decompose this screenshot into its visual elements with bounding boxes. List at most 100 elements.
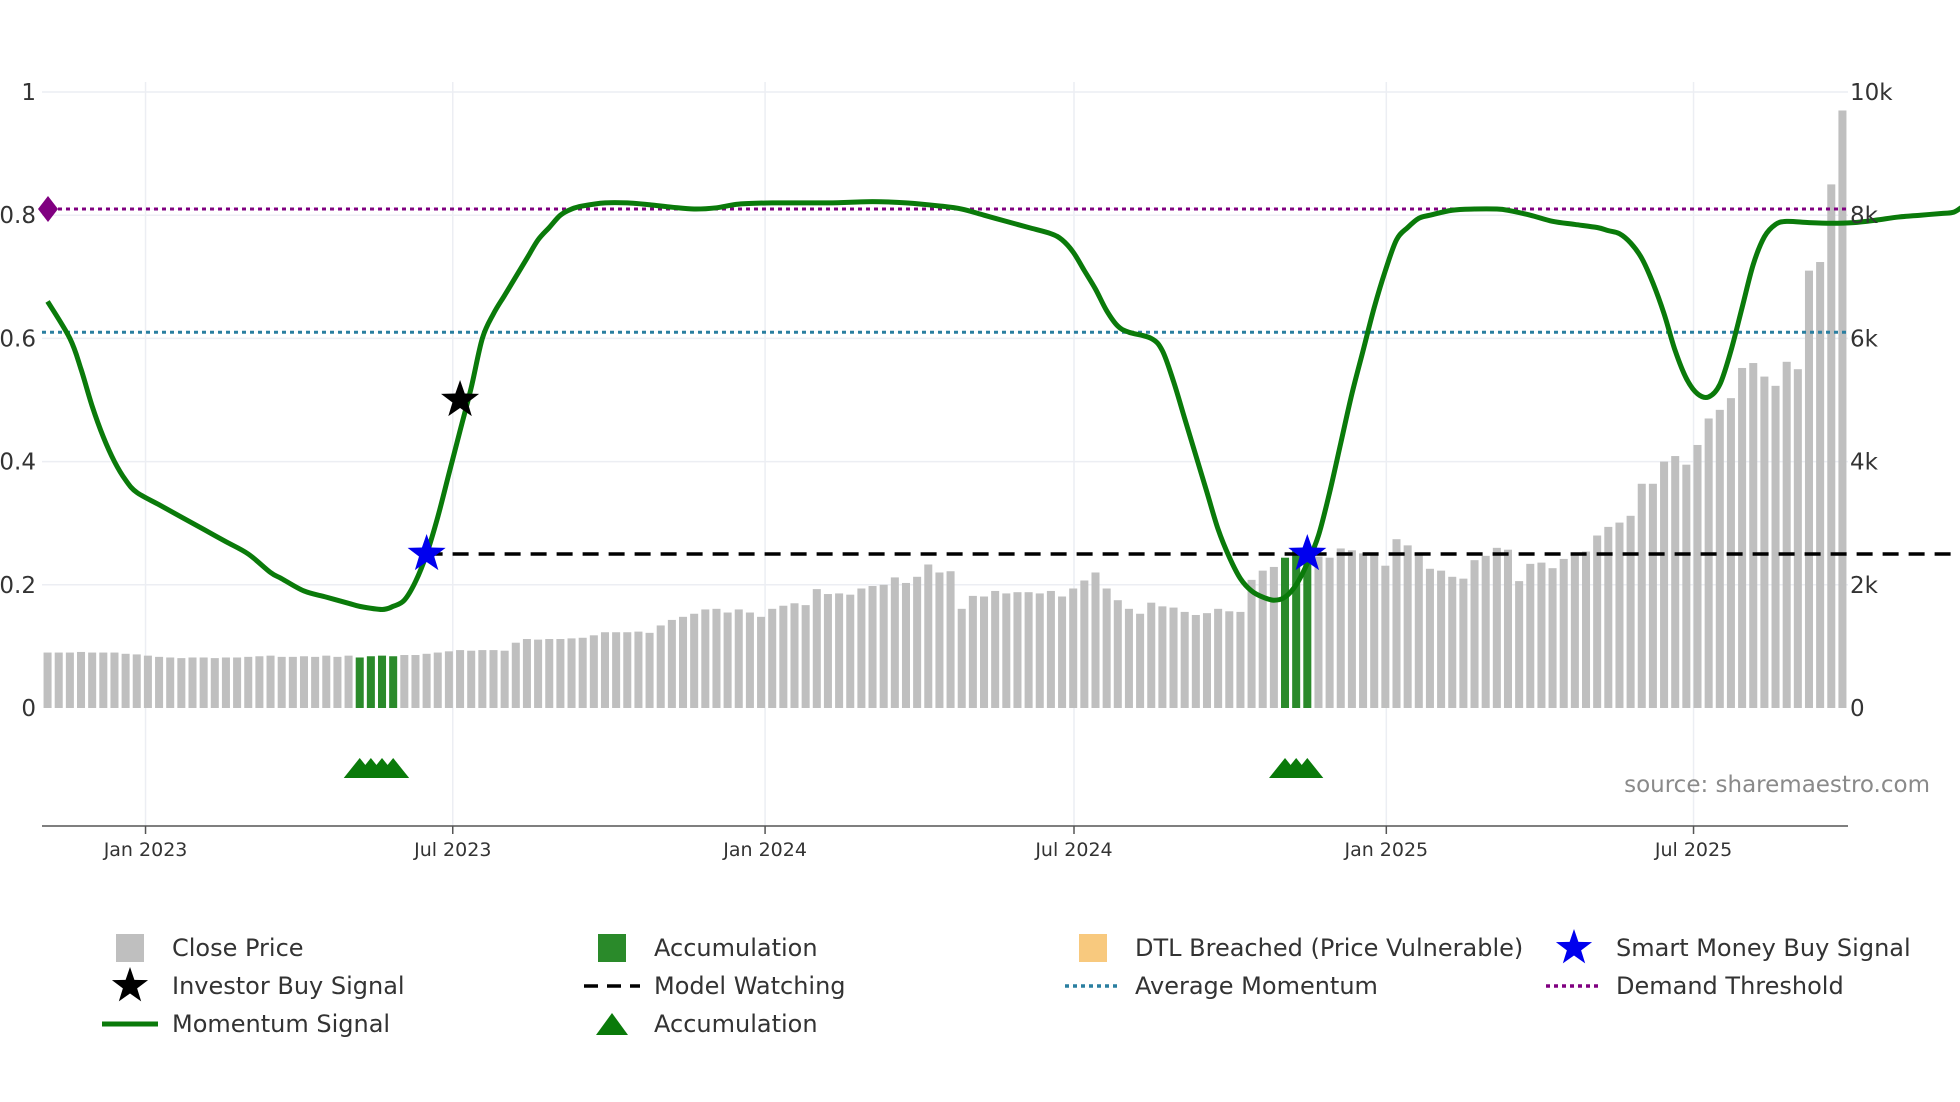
- accumulation-bar: [366, 656, 375, 708]
- momentum-line: [45, 199, 1960, 612]
- close-price-bar: [1046, 590, 1055, 708]
- close-price-bar: [712, 608, 721, 708]
- close-price-bar: [88, 652, 97, 708]
- close-price-bar: [1214, 608, 1223, 708]
- close-price-bar: [1414, 552, 1423, 708]
- close-price-bar: [980, 596, 989, 708]
- indicator-lines: [38, 196, 1960, 612]
- close-price-bar: [1738, 367, 1747, 708]
- close-price-bar: [812, 589, 821, 708]
- x-axis-tick: Jul 2023: [413, 839, 491, 861]
- close-price-bar: [522, 639, 531, 708]
- close-price-bar: [846, 594, 855, 708]
- close-price-bar: [132, 654, 141, 708]
- close-price-bar: [578, 637, 587, 708]
- close-price-bar: [723, 612, 732, 708]
- close-price-bar: [1124, 608, 1133, 708]
- close-price-bar: [1715, 409, 1724, 708]
- accumulation-triangle: [1291, 758, 1324, 778]
- signal-markers: [343, 380, 1327, 778]
- x-axis-tick: Jan 2023: [103, 839, 188, 861]
- close-price-bar: [545, 639, 554, 708]
- close-price-bar: [54, 652, 63, 708]
- left-axis-tick: 0.4: [0, 450, 36, 476]
- close-price-bar: [199, 657, 208, 708]
- close-price-bar: [612, 632, 621, 708]
- close-price-bar: [946, 571, 955, 708]
- close-price-bar: [768, 608, 777, 708]
- close-price-bar: [1671, 456, 1680, 708]
- close-price-bar: [1570, 552, 1579, 708]
- source-label: source: sharemaestro.com: [1624, 772, 1930, 798]
- close-price-bar: [1425, 568, 1434, 708]
- close-price-bar: [935, 572, 944, 708]
- grid: [42, 82, 1848, 826]
- close-price-bar: [467, 650, 476, 708]
- close-price-bar: [411, 655, 420, 708]
- left-axis-tick: 1: [21, 80, 36, 106]
- close-price-bar: [444, 651, 453, 708]
- close-price-bar: [1793, 369, 1802, 708]
- close-price-bar: [1682, 464, 1691, 708]
- close-price-bar: [65, 652, 74, 708]
- close-price-bar: [1347, 550, 1356, 708]
- close-price-bar: [1559, 558, 1568, 708]
- close-price-bar: [188, 657, 197, 708]
- right-axis-tick: 4k: [1850, 450, 1879, 476]
- close-price-bar: [991, 590, 1000, 708]
- close-price-bar: [177, 658, 186, 708]
- close-price-bar: [600, 632, 609, 708]
- close-price-bar: [1158, 606, 1167, 708]
- close-price-bar: [1503, 549, 1512, 708]
- close-price-bar: [511, 642, 520, 708]
- close-price-bar: [1058, 596, 1067, 708]
- close-price-bar: [924, 564, 933, 708]
- close-price-bar: [1693, 444, 1702, 708]
- accumulation-bar: [355, 657, 364, 708]
- left-axis-tick: 0.6: [0, 326, 36, 352]
- close-price-bar: [422, 653, 431, 708]
- close-price-bar: [1013, 592, 1022, 708]
- close-price-bar: [344, 655, 353, 708]
- close-price-bar: [433, 652, 442, 708]
- left-axis-tick: 0.8: [0, 203, 36, 229]
- close-price-bar: [790, 603, 799, 708]
- close-price-bar: [1336, 548, 1345, 708]
- close-price-bar: [1269, 566, 1278, 708]
- x-axis-tick: Jul 2025: [1654, 839, 1732, 861]
- close-price-bar: [1526, 563, 1535, 708]
- close-price-bar: [556, 639, 565, 708]
- right-axis-tick: 10k: [1850, 80, 1893, 106]
- close-price-bar: [957, 608, 966, 708]
- close-price-bar: [43, 652, 52, 708]
- close-price-bar: [1771, 385, 1780, 708]
- close-price-bar: [1537, 562, 1546, 708]
- close-price-bar: [77, 651, 86, 708]
- close-price-bar: [823, 594, 832, 708]
- close-price-bar: [1615, 522, 1624, 708]
- close-price-bar: [879, 584, 888, 708]
- accumulation-triangle: [377, 758, 410, 778]
- accumulation-bar: [1303, 548, 1312, 708]
- axes: 0 0.2 0.4 0.6 0.8 1 0 2k 4k 6k 8k 10k Jan 2023 Jul 20…: [0, 80, 1893, 861]
- accumulation-bar: [389, 656, 398, 708]
- close-price-bar: [1102, 588, 1111, 708]
- smart-money-buy-signal: [407, 534, 446, 571]
- right-axis-tick: 2k: [1850, 573, 1879, 599]
- close-price-bar: [656, 625, 665, 708]
- close-price-bar: [1804, 270, 1813, 708]
- left-axis-tick: 0.2: [0, 573, 36, 599]
- close-price-bar: [589, 635, 598, 708]
- close-price-bar: [1169, 607, 1178, 708]
- close-price-bar: [1314, 556, 1323, 708]
- close-price-bar: [500, 650, 509, 708]
- close-price-bar: [478, 650, 487, 708]
- close-price-bar: [1637, 483, 1646, 708]
- close-price-bar: [1782, 361, 1791, 708]
- close-price-bar: [734, 609, 743, 708]
- close-price-bar: [121, 653, 130, 708]
- close-price-bar: [1091, 572, 1100, 708]
- close-price-bar: [1459, 578, 1468, 708]
- close-price-bar: [857, 588, 866, 708]
- close-price-bar: [277, 656, 286, 708]
